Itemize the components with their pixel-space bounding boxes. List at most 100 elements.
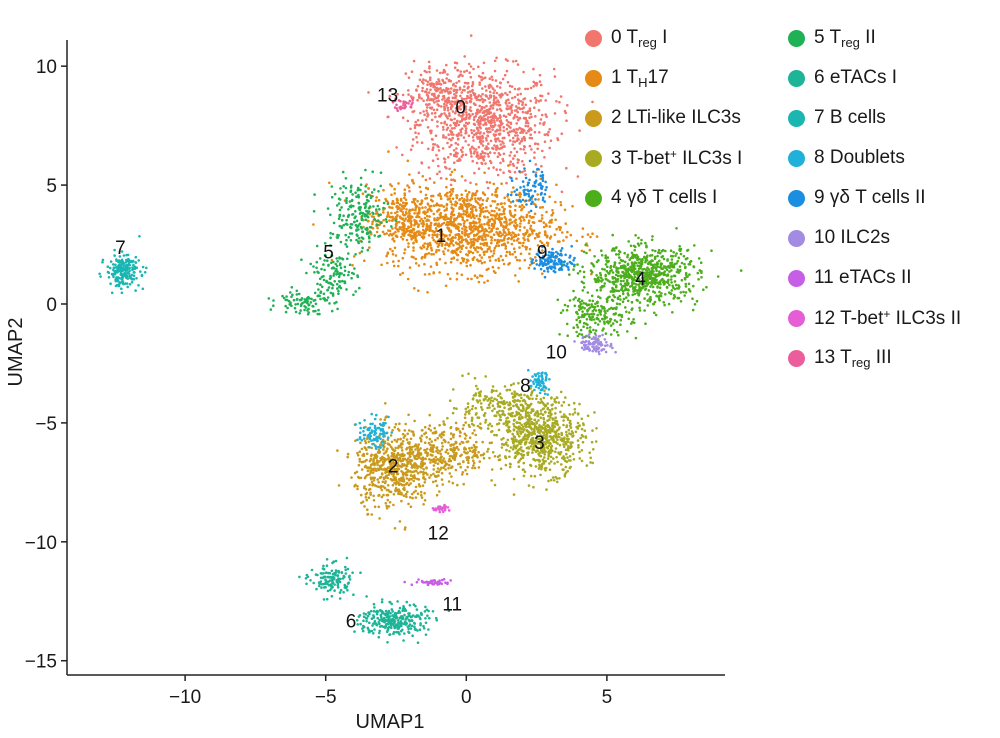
point: [478, 221, 481, 224]
point: [635, 253, 638, 257]
point: [664, 249, 667, 253]
point: [673, 280, 677, 283]
point: [660, 272, 663, 275]
point: [549, 139, 553, 142]
point: [646, 304, 650, 307]
point: [507, 233, 511, 236]
point: [452, 388, 455, 391]
point: [540, 113, 544, 117]
point: [641, 286, 644, 290]
point: [682, 254, 686, 258]
point: [533, 212, 537, 216]
point: [503, 406, 506, 410]
point: [488, 456, 491, 460]
point: [441, 98, 444, 101]
point: [426, 126, 430, 129]
point: [495, 398, 499, 402]
point: [545, 488, 548, 491]
point: [394, 422, 398, 426]
point: [637, 261, 641, 264]
point: [699, 261, 703, 265]
point: [582, 301, 585, 305]
point: [514, 204, 517, 207]
point: [382, 452, 386, 455]
point: [430, 440, 434, 443]
point: [516, 161, 520, 164]
point: [650, 263, 653, 267]
point: [464, 231, 467, 234]
point: [488, 108, 491, 111]
point: [435, 82, 438, 86]
point: [554, 400, 558, 404]
point: [427, 219, 431, 222]
point: [457, 243, 461, 246]
point: [454, 421, 458, 425]
point: [455, 446, 458, 450]
point: [412, 479, 416, 483]
point: [589, 269, 593, 272]
point: [439, 83, 443, 86]
point: [532, 457, 535, 461]
point: [386, 498, 390, 502]
point: [440, 121, 443, 125]
point: [406, 184, 409, 187]
point: [530, 433, 533, 437]
point: [517, 465, 521, 469]
point: [390, 193, 393, 197]
point: [540, 217, 544, 220]
point: [453, 93, 456, 96]
point: [435, 484, 439, 488]
point: [435, 263, 439, 267]
point: [687, 282, 691, 286]
point: [535, 439, 538, 442]
point: [524, 111, 528, 114]
point: [497, 244, 501, 247]
point: [540, 465, 544, 469]
point: [617, 267, 620, 270]
point: [490, 236, 494, 239]
point: [448, 399, 452, 403]
point: [505, 99, 508, 102]
point: [457, 75, 461, 78]
point: [684, 265, 687, 269]
point: [542, 441, 546, 444]
point: [564, 471, 568, 475]
point: [435, 229, 438, 232]
point: [637, 279, 640, 283]
point: [502, 399, 506, 403]
point: [417, 223, 421, 226]
point: [415, 230, 419, 234]
point: [514, 274, 517, 277]
point: [429, 226, 432, 230]
point: [494, 190, 498, 193]
point: [535, 99, 538, 102]
point: [520, 215, 523, 218]
point: [498, 103, 502, 107]
point: [508, 430, 512, 433]
point: [474, 393, 478, 397]
point: [523, 97, 527, 100]
point: [600, 284, 604, 288]
point: [555, 477, 559, 480]
point: [420, 466, 423, 469]
point: [519, 457, 523, 461]
point: [423, 113, 426, 117]
point: [435, 69, 439, 72]
point: [434, 203, 438, 207]
point: [509, 160, 512, 163]
point: [480, 274, 484, 278]
point: [543, 456, 546, 459]
point: [524, 438, 528, 441]
point: [444, 468, 447, 471]
point: [460, 134, 463, 137]
point: [509, 151, 513, 154]
point: [418, 219, 422, 223]
point: [473, 376, 477, 380]
point: [456, 143, 460, 146]
point: [392, 453, 396, 457]
point: [445, 462, 449, 466]
point: [565, 437, 569, 441]
point: [665, 285, 669, 289]
point: [478, 254, 482, 257]
point: [633, 292, 637, 296]
